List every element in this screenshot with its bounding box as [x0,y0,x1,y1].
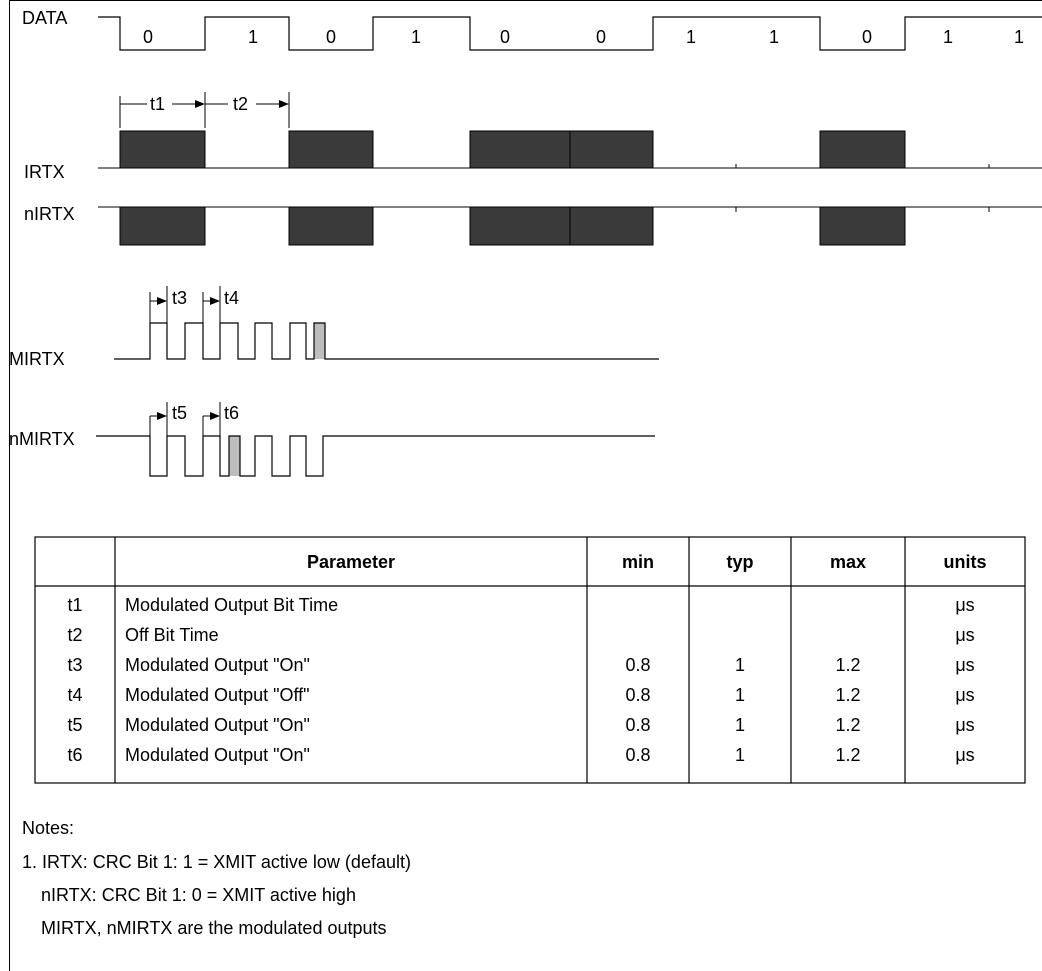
table-cell: Modulated Output "On" [125,715,310,735]
table-cell: 1 [735,685,745,705]
table-row: t6 Modulated Output "On" 0.8 1 1.2 μs [67,745,974,765]
nirtx-waveform [98,206,1042,246]
mirtx-waveform [114,322,659,360]
table-cell: t4 [67,685,82,705]
table-cell: t1 [67,595,82,615]
table-cell: μs [955,595,974,615]
note-line-3: MIRTX, nMIRTX are the modulated outputs [41,918,387,938]
table-row: t5 Modulated Output "On" 0.8 1 1.2 μs [67,715,974,735]
note-line-2: nIRTX: CRC Bit 1: 0 = XMIT active high [41,885,356,905]
data-signal-label: DATA [22,8,67,28]
data-bit-10: 1 [1014,27,1024,47]
table-cell: Modulated Output Bit Time [125,595,338,615]
t1-label: t1 [150,94,165,114]
table-header: Parameter min typ max units [307,552,987,572]
data-bit-2: 0 [326,27,336,47]
table-cell: t3 [67,655,82,675]
nirtx-signal-label: nIRTX [24,204,75,224]
data-bit-1: 1 [248,27,258,47]
table-header-cell: units [944,552,987,572]
data-bit-9: 1 [943,27,953,47]
table-cell: μs [955,745,974,765]
t2-label: t2 [233,94,248,114]
table-cell: 1.2 [835,685,860,705]
nmirtx-signal-label: nMIRTX [9,429,75,449]
t6-label: t6 [224,403,239,423]
table-cell: t6 [67,745,82,765]
table-cell: 1 [735,655,745,675]
table-cell: 0.8 [625,745,650,765]
table-cell: t5 [67,715,82,735]
irtx-waveform [98,130,1042,169]
table-cell: 1.2 [835,655,860,675]
table-cell: Modulated Output "Off" [125,685,310,705]
nmirtx-waveform [96,435,655,477]
t3-label: t3 [172,288,187,308]
table-cell: 0.8 [625,715,650,735]
data-bit-6: 1 [686,27,696,47]
table-row: t1 Modulated Output Bit Time μs [67,595,974,615]
table-cell: Modulated Output "On" [125,655,310,675]
table-header-cell: min [622,552,654,572]
table-cell: 0.8 [625,685,650,705]
data-bit-4: 0 [500,27,510,47]
data-bit-0: 0 [143,27,153,47]
t4-label: t4 [224,288,239,308]
table-cell: 1 [735,715,745,735]
data-bit-7: 1 [769,27,779,47]
data-waveform [98,16,1042,51]
table-cell: 1.2 [835,745,860,765]
table-cell: μs [955,655,974,675]
data-bit-5: 0 [596,27,606,47]
table-header-cell: max [830,552,866,572]
table-row: t4 Modulated Output "Off" 0.8 1 1.2 μs [67,685,974,705]
data-bit-3: 1 [411,27,421,47]
t5-t6-dimension [149,402,221,436]
table-cell: μs [955,715,974,735]
note-line-1: 1. IRTX: CRC Bit 1: 1 = XMIT active low … [22,852,411,872]
mirtx-signal-label: MIRTX [9,349,65,369]
table-row: t3 Modulated Output "On" 0.8 1 1.2 μs [67,655,974,675]
notes-title: Notes: [22,818,74,838]
data-bit-values: 0 1 0 1 0 0 1 1 0 1 1 [143,27,1024,47]
t1-t2-dimension [119,92,290,128]
table-header-cell: Parameter [307,552,395,572]
diagram-frame [9,0,1042,971]
table-cell: 1 [735,745,745,765]
parameter-table [34,536,1026,784]
table-cell: 1.2 [835,715,860,735]
table-row: t2 Off Bit Time μs [67,625,974,645]
table-header-cell: typ [727,552,754,572]
table-cell: 0.8 [625,655,650,675]
t5-label: t5 [172,403,187,423]
table-cell: Off Bit Time [125,625,219,645]
table-cell: Modulated Output "On" [125,745,310,765]
table-cell: μs [955,685,974,705]
data-bit-8: 0 [862,27,872,47]
t3-t4-dimension [149,286,221,323]
irtx-signal-label: IRTX [24,162,65,182]
table-cell: μs [955,625,974,645]
table-body: t1 Modulated Output Bit Time μs t2 Off Bit T… [67,595,974,765]
table-cell: t2 [67,625,82,645]
